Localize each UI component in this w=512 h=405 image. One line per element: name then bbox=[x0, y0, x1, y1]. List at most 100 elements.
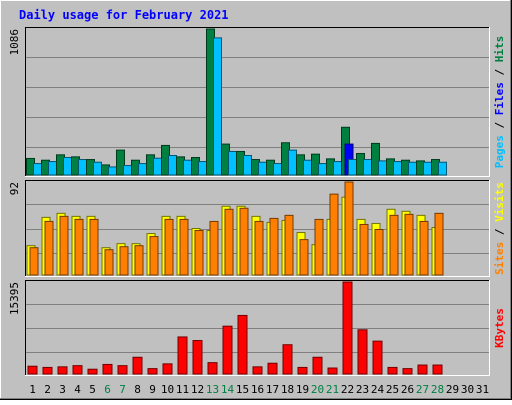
bar-pages-1 bbox=[33, 163, 42, 176]
bar-sites-18 bbox=[284, 214, 294, 276]
bar-pages-27 bbox=[423, 161, 432, 176]
bar-kbytes-13 bbox=[207, 362, 218, 375]
max-label-top: 1086 bbox=[8, 29, 21, 56]
bar-kbytes-19 bbox=[297, 366, 308, 375]
bar-kbytes-20 bbox=[312, 356, 323, 375]
legend-label-visits: Visits bbox=[493, 182, 506, 222]
x-tick-label: 22 bbox=[341, 383, 354, 396]
legend-middle: Sites / Visits bbox=[493, 182, 506, 275]
bar-kbytes-11 bbox=[177, 336, 188, 375]
bar-kbytes-9 bbox=[147, 368, 158, 375]
bar-kbytes-16 bbox=[252, 366, 263, 375]
legend-bottom: KBytes bbox=[493, 308, 506, 348]
bar-sites-5 bbox=[89, 218, 99, 276]
bar-pages-5 bbox=[93, 161, 102, 176]
panel-bottom: 15395 KBytes bbox=[8, 280, 506, 376]
bar-kbytes-7 bbox=[117, 365, 128, 375]
legend-label-sites: Sites bbox=[493, 242, 506, 275]
chart-title: Daily usage for February 2021 bbox=[19, 8, 229, 22]
bar-pages-22 bbox=[348, 159, 357, 176]
x-tick-label: 10 bbox=[161, 383, 174, 396]
x-tick-label: 15 bbox=[236, 383, 249, 396]
bar-sites-21 bbox=[329, 193, 339, 276]
bar-pages-6 bbox=[108, 166, 117, 176]
x-tick-label: 25 bbox=[386, 383, 399, 396]
x-tick-label: 28 bbox=[431, 383, 444, 396]
bar-kbytes-15 bbox=[237, 314, 248, 375]
bar-pages-23 bbox=[363, 159, 372, 176]
bar-pages-19 bbox=[303, 159, 312, 176]
x-tick-label: 5 bbox=[89, 383, 96, 396]
bar-kbytes-3 bbox=[57, 366, 68, 375]
bar-sites-8 bbox=[134, 245, 144, 276]
bar-pages-14 bbox=[228, 150, 237, 176]
bar-pages-7 bbox=[123, 165, 132, 176]
bar-pages-4 bbox=[78, 159, 87, 176]
bar-pages-12 bbox=[198, 161, 207, 176]
bar-pages-16 bbox=[258, 161, 267, 176]
x-tick-label: 7 bbox=[119, 383, 126, 396]
legend-separator: / bbox=[493, 62, 506, 82]
bar-sites-11 bbox=[179, 218, 189, 276]
bar-pages-24 bbox=[378, 160, 387, 176]
bar-sites-13 bbox=[209, 220, 219, 276]
bar-kbytes-18 bbox=[282, 344, 293, 375]
chart-panels: 1086 Pages / Files / Hits 92 Sites / Visits… bbox=[8, 27, 506, 376]
bar-kbytes-17 bbox=[267, 362, 278, 375]
x-tick-label: 14 bbox=[221, 383, 235, 396]
x-tick-label: 23 bbox=[356, 383, 369, 396]
bar-sites-28 bbox=[434, 212, 444, 276]
x-tick-label: 1 bbox=[29, 383, 36, 396]
bar-pages-21 bbox=[333, 161, 342, 176]
bar-hits-24 bbox=[371, 142, 380, 176]
bar-sites-26 bbox=[404, 213, 414, 276]
x-tick-label: 29 bbox=[446, 383, 459, 396]
bar-pages-17 bbox=[273, 163, 282, 176]
bar-kbytes-14 bbox=[222, 325, 233, 375]
bar-pages-11 bbox=[183, 159, 192, 176]
bar-kbytes-5 bbox=[87, 368, 98, 375]
bar-sites-24 bbox=[374, 229, 384, 276]
bar-sites-15 bbox=[239, 207, 249, 276]
x-tick-label: 26 bbox=[401, 383, 414, 396]
legend-separator: / bbox=[493, 222, 506, 242]
plot-area-top bbox=[25, 27, 490, 177]
bar-sites-2 bbox=[44, 220, 54, 276]
bar-kbytes-28 bbox=[432, 364, 443, 375]
x-tick-label: 8 bbox=[134, 383, 141, 396]
bar-kbytes-4 bbox=[72, 365, 83, 375]
bar-kbytes-6 bbox=[102, 363, 113, 375]
legend-label-files: Files bbox=[493, 82, 506, 115]
bar-pages-28 bbox=[438, 161, 447, 176]
bar-pages-9 bbox=[153, 157, 162, 176]
bar-kbytes-8 bbox=[132, 356, 143, 375]
x-tick-label: 3 bbox=[59, 383, 66, 396]
legend-top: Pages / Files / Hits bbox=[493, 36, 506, 169]
bar-kbytes-2 bbox=[42, 366, 53, 375]
bar-sites-17 bbox=[269, 217, 279, 276]
max-label-middle: 92 bbox=[8, 182, 21, 195]
bar-sites-4 bbox=[74, 218, 84, 276]
x-tick-label: 31 bbox=[476, 383, 489, 396]
bar-sites-7 bbox=[119, 246, 129, 276]
x-tick-label: 19 bbox=[296, 383, 309, 396]
bar-sites-27 bbox=[419, 220, 429, 276]
max-label-bottom: 15395 bbox=[8, 282, 21, 315]
bar-sites-12 bbox=[194, 230, 204, 276]
bar-pages-20 bbox=[318, 163, 327, 176]
x-tick-label: 13 bbox=[206, 383, 219, 396]
bar-kbytes-25 bbox=[387, 366, 398, 375]
bar-kbytes-24 bbox=[372, 340, 383, 375]
bar-hits-7 bbox=[116, 149, 125, 176]
panel-top: 1086 Pages / Files / Hits bbox=[8, 27, 506, 177]
bar-pages-8 bbox=[138, 163, 147, 176]
bar-sites-10 bbox=[164, 218, 174, 276]
bar-sites-6 bbox=[104, 249, 114, 276]
x-axis-labels: 1 2 3 4 5 6 7 8 9 10 11 12 13 14 15 16 17 18 19 20 21 22 23 24 2… bbox=[29, 383, 489, 396]
x-tick-label: 17 bbox=[266, 383, 279, 396]
bar-kbytes-27 bbox=[417, 364, 428, 375]
bar-pages-26 bbox=[408, 161, 417, 176]
bar-sites-20 bbox=[314, 218, 324, 276]
